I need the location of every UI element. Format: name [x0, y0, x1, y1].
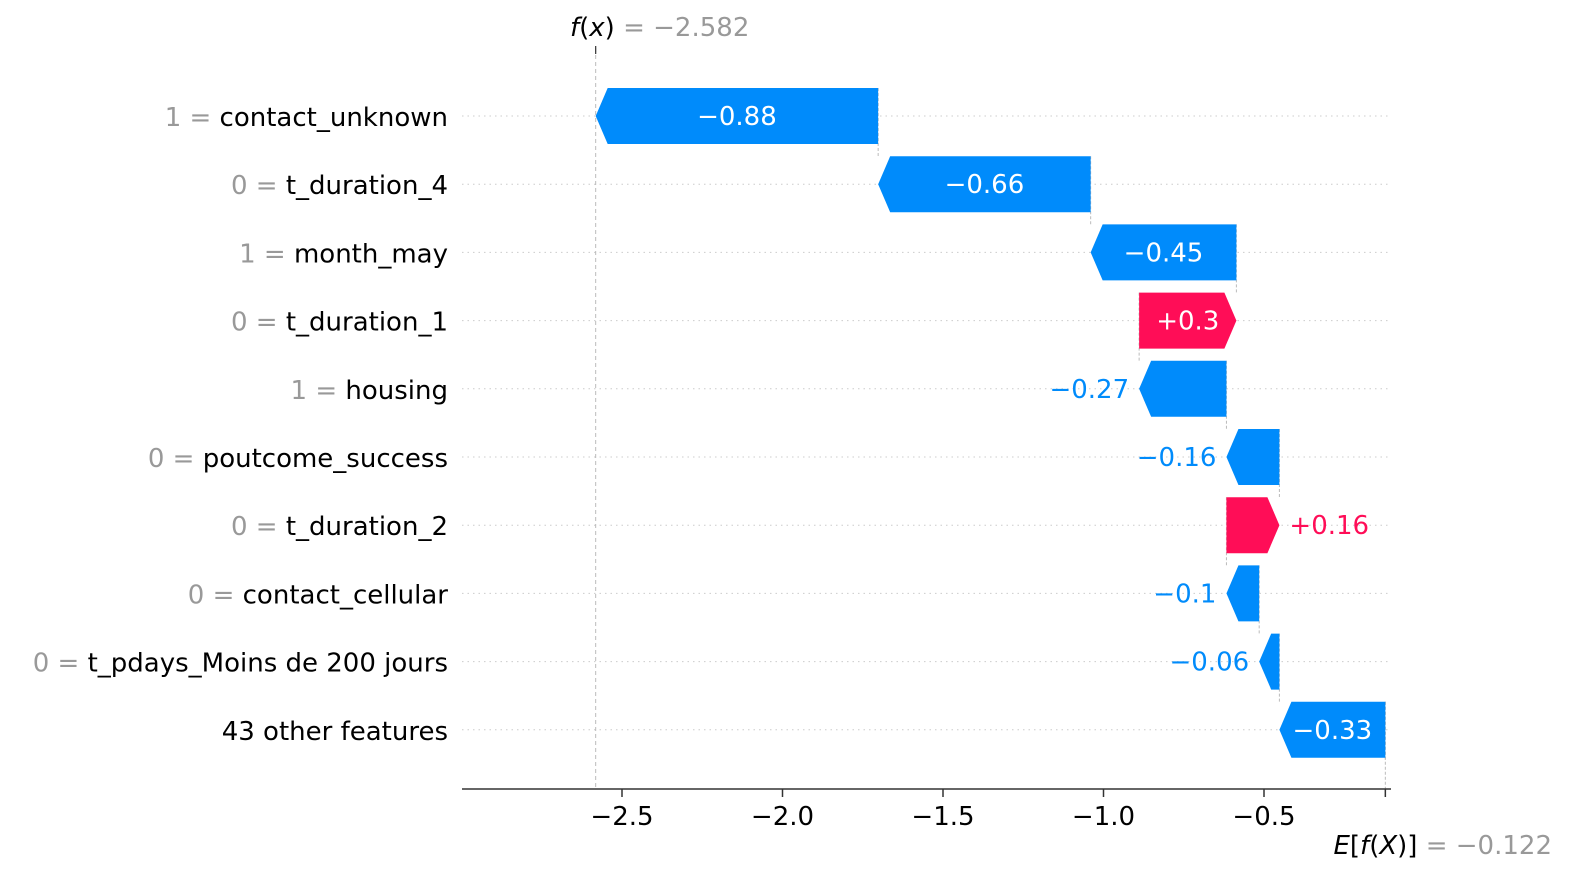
- feature-label: 1 = month_may: [239, 239, 448, 269]
- bar-value-label: −0.06: [1169, 648, 1249, 678]
- bar-value-label: +0.3: [1156, 307, 1219, 337]
- waterfall-bar: [878, 156, 1091, 213]
- x-tick-label: −2.5: [590, 802, 653, 832]
- waterfall-bar: [595, 88, 879, 144]
- feature-value: 0 =: [188, 580, 243, 610]
- waterfall-bar: [1139, 360, 1227, 417]
- feature-value: 1 =: [239, 239, 294, 269]
- waterfall-bar: [1139, 292, 1237, 349]
- feature-label: 1 = housing: [291, 376, 448, 406]
- x-tick-label: −0.5: [1232, 802, 1295, 832]
- bar-value-label: −0.1: [1153, 579, 1216, 609]
- feature-value: 0 =: [33, 649, 88, 679]
- x-axis: −2.5 −2.0 −1.5 −1.0 −0.5: [462, 788, 1391, 832]
- waterfall-bar: [1259, 633, 1280, 690]
- feature-name: 43 other features: [222, 717, 448, 747]
- feature-name: contact_unknown: [220, 103, 448, 133]
- bar-value-label: −0.33: [1293, 716, 1373, 746]
- bar-value-label: −0.45: [1124, 238, 1204, 268]
- bar-value-label: +0.16: [1289, 511, 1369, 541]
- feature-name: t_duration_2: [286, 512, 448, 542]
- feature-label: 0 = t_duration_1: [231, 308, 448, 338]
- feature-labels: 1 = contact_unknown 0 = t_duration_4 1 = m…: [33, 103, 449, 747]
- annotations: f(x) = −2.582 E[f(X)] = −0.122: [570, 13, 1552, 861]
- waterfall-bar: [1226, 497, 1280, 554]
- feature-name: t_duration_4: [286, 171, 448, 201]
- x-tick-label: −2.0: [751, 802, 814, 832]
- waterfall-bar: [1226, 565, 1260, 622]
- bar-value-label: −0.16: [1137, 443, 1217, 473]
- feature-value: 0 =: [231, 308, 286, 338]
- x-tick-label: −1.0: [1072, 802, 1135, 832]
- feature-name: poutcome_success: [203, 444, 448, 474]
- efx-annotation: E[f(X)] = −0.122: [1333, 831, 1552, 861]
- feature-value: 1 =: [165, 103, 220, 133]
- bars-layer: −0.88 −0.66 −0.45 +0.3 −0.27 −0.16 +0.16 −0.1 −0…: [595, 88, 1386, 758]
- feature-name: t_duration_1: [286, 308, 448, 338]
- feature-value: 0 =: [231, 512, 286, 542]
- bar-value-label: −0.27: [1049, 375, 1129, 405]
- bar-value-label: −0.66: [945, 170, 1025, 200]
- fx-annotation: f(x) = −2.582: [570, 13, 749, 43]
- waterfall-bar: [1226, 429, 1280, 485]
- feature-name: month_may: [294, 239, 448, 269]
- feature-value: 1 =: [291, 376, 346, 406]
- feature-value: 0 =: [231, 171, 286, 201]
- feature-name: t_pdays_Moins de 200 jours: [88, 649, 448, 679]
- feature-label: 0 = poutcome_success: [148, 444, 448, 474]
- feature-label: 0 = contact_cellular: [188, 580, 449, 610]
- waterfall-bar: [1090, 224, 1237, 281]
- feature-label: 0 = t_duration_4: [231, 171, 448, 201]
- x-tick-label: −1.5: [911, 802, 974, 832]
- feature-label: 1 = contact_unknown: [165, 103, 448, 133]
- feature-name: housing: [345, 376, 448, 406]
- feature-name: contact_cellular: [243, 580, 449, 610]
- feature-label: 43 other features: [222, 717, 448, 747]
- feature-value: 0 =: [148, 444, 203, 474]
- feature-label: 0 = t_pdays_Moins de 200 jours: [33, 649, 448, 679]
- feature-label: 0 = t_duration_2: [231, 512, 448, 542]
- waterfall-bar: [1279, 701, 1386, 758]
- bar-value-label: −0.88: [697, 102, 777, 132]
